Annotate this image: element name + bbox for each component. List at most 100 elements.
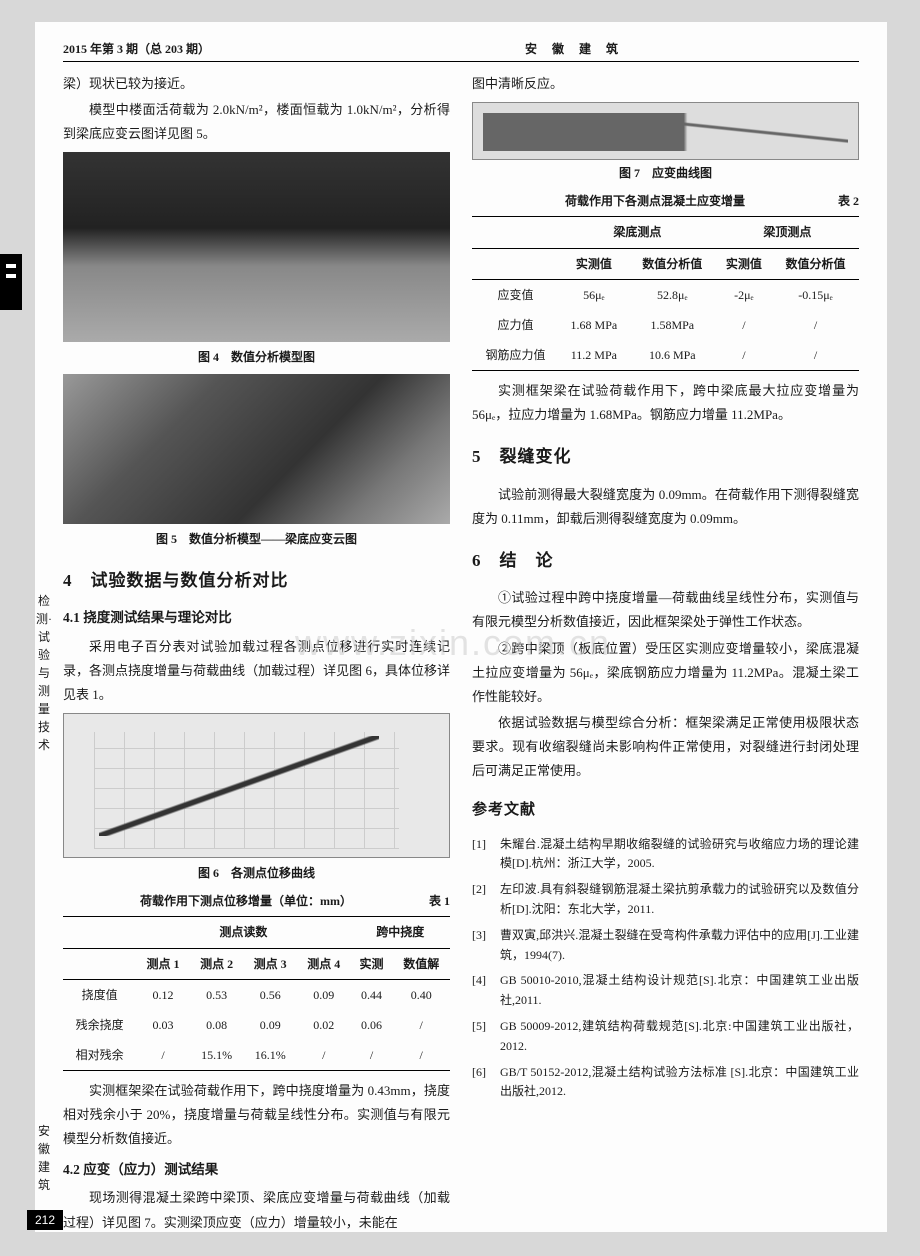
- table-row: 测点 1 测点 2 测点 3 测点 4 实测 数值解: [63, 948, 450, 979]
- td: 0.09: [297, 979, 351, 1010]
- th: 实测值: [716, 248, 772, 279]
- td: 0.09: [243, 1010, 297, 1040]
- section-4-heading: 4 试验数据与数值分析对比: [63, 565, 450, 596]
- table-row: 钢筋应力值 11.2 MPa 10.6 MPa / /: [472, 340, 859, 371]
- th: 实测值: [559, 248, 629, 279]
- journal-name: 安 徽 建 筑: [525, 40, 624, 57]
- td: 残余挠度: [63, 1010, 136, 1040]
- figure-4: [63, 152, 450, 342]
- section-4-2-heading: 4.2 应变（应力）测试结果: [63, 1158, 450, 1183]
- para: ②跨中梁顶（板底位置）受压区实测应变增量较小，梁底混凝土拉应变增量为 56μₑ，…: [472, 637, 859, 709]
- reference-num: [1]: [472, 835, 500, 875]
- th: 数值解: [392, 948, 450, 979]
- td: /: [716, 310, 772, 340]
- figure-6-caption: 图 6 各测点位移曲线: [63, 862, 450, 884]
- references-list: [1] 朱耀台.混凝土结构早期收缩裂缝的试验研究与收缩应力场的理论建模[D].杭…: [472, 835, 859, 1103]
- figure-6: [63, 713, 450, 858]
- table-row: 梁底测点 梁顶测点: [472, 217, 859, 248]
- chart-line: [99, 736, 379, 836]
- th: 数值分析值: [772, 248, 859, 279]
- reference-num: [6]: [472, 1063, 500, 1103]
- table-2-number: 表 2: [838, 190, 859, 212]
- td: 0.44: [351, 979, 393, 1010]
- td: -2μₑ: [716, 279, 772, 310]
- edge-marker: [0, 254, 22, 310]
- section-6-heading: 6 结 论: [472, 545, 859, 576]
- para: 图中清晰反应。: [472, 72, 859, 96]
- td: /: [351, 1040, 393, 1071]
- td: 16.1%: [243, 1040, 297, 1071]
- td: /: [136, 1040, 190, 1071]
- td: 钢筋应力值: [472, 340, 559, 371]
- td: 相对残余: [63, 1040, 136, 1071]
- reference-item: [6] GB/T 50152-2012,混凝土结构试验方法标准 [S].北京：中…: [472, 1063, 859, 1103]
- th: 数值分析值: [629, 248, 716, 279]
- td: 52.8μₑ: [629, 279, 716, 310]
- reference-num: [3]: [472, 926, 500, 966]
- td: 56μₑ: [559, 279, 629, 310]
- page-number: 212: [27, 1210, 63, 1230]
- table-row: 应力值 1.68 MPa 1.58MPa / /: [472, 310, 859, 340]
- td: 0.53: [190, 979, 244, 1010]
- left-column: 梁）现状已较为接近。 模型中楼面活荷载为 2.0kN/m²，楼面恒载为 1.0k…: [63, 72, 450, 1237]
- td: 0.06: [351, 1010, 393, 1040]
- para: 现场测得混凝土梁跨中梁顶、梁底应变增量与荷载曲线（加载过程）详见图 7。实测梁顶…: [63, 1186, 450, 1234]
- td: /: [716, 340, 772, 371]
- reference-text: GB 50009-2012,建筑结构荷载规范[S].北京:中国建筑工业出版社，2…: [500, 1017, 859, 1057]
- reference-item: [1] 朱耀台.混凝土结构早期收缩裂缝的试验研究与收缩应力场的理论建模[D].杭…: [472, 835, 859, 875]
- sidebar-category: 检测·试验与测量技术: [35, 592, 53, 754]
- header-spacer: [799, 40, 859, 57]
- table-row: 残余挠度 0.03 0.08 0.09 0.02 0.06 /: [63, 1010, 450, 1040]
- td: 0.03: [136, 1010, 190, 1040]
- figure-4-caption: 图 4 数值分析模型图: [63, 346, 450, 368]
- reference-item: [3] 曹双寅,邱洪兴.混凝土裂缝在受弯构件承载力评估中的应用[J].工业建筑，…: [472, 926, 859, 966]
- td: 0.08: [190, 1010, 244, 1040]
- td: 0.12: [136, 979, 190, 1010]
- td: 10.6 MPa: [629, 340, 716, 371]
- th: [472, 248, 559, 279]
- td: 0.02: [297, 1010, 351, 1040]
- figure-5: [63, 374, 450, 524]
- col-group: 梁底测点: [559, 217, 716, 248]
- td: /: [297, 1040, 351, 1071]
- chart-line: [483, 113, 848, 151]
- td: 1.68 MPa: [559, 310, 629, 340]
- table-row: 相对残余 / 15.1% 16.1% / / /: [63, 1040, 450, 1071]
- para: ①试验过程中跨中挠度增量—荷载曲线呈线性分布，实测值与有限元模型分析数值接近，因…: [472, 586, 859, 634]
- table-1-title: 荷载作用下测点位移增量（单位：mm） 表 1: [63, 890, 450, 912]
- col-group: 跨中挠度: [351, 917, 450, 948]
- td: 挠度值: [63, 979, 136, 1010]
- th: 测点 3: [243, 948, 297, 979]
- th: 测点 4: [297, 948, 351, 979]
- para: 模型中楼面活荷载为 2.0kN/m²，楼面恒载为 1.0kN/m²，分析得到梁底…: [63, 98, 450, 146]
- td: /: [772, 340, 859, 371]
- td: 应力值: [472, 310, 559, 340]
- reference-item: [2] 左印波.具有斜裂缝钢筋混凝土梁抗剪承载力的试验研究以及数值分析[D].沈…: [472, 880, 859, 920]
- td: 11.2 MPa: [559, 340, 629, 371]
- td: /: [392, 1010, 450, 1040]
- col-group: 测点读数: [136, 917, 350, 948]
- sidebar-journal: 安徽建筑: [35, 1122, 53, 1194]
- table-1-number: 表 1: [429, 890, 450, 912]
- reference-num: [5]: [472, 1017, 500, 1057]
- para: 试验前测得最大裂缝宽度为 0.09mm。在荷载作用下测得裂缝宽度为 0.11mm…: [472, 483, 859, 531]
- td: -0.15μₑ: [772, 279, 859, 310]
- th: 测点 2: [190, 948, 244, 979]
- para: 依据试验数据与模型综合分析：框架梁满足正常使用极限状态要求。现有收缩裂缝尚未影响…: [472, 711, 859, 783]
- table-2-title-text: 荷载作用下各测点混凝土应变增量: [565, 194, 745, 208]
- reference-text: 左印波.具有斜裂缝钢筋混凝土梁抗剪承载力的试验研究以及数值分析[D].沈阳：东北…: [500, 880, 859, 920]
- para: 实测框架梁在试验荷载作用下，跨中挠度增量为 0.43mm，挠度相对残余小于 20…: [63, 1079, 450, 1151]
- para: 采用电子百分表对试验加载过程各测点位移进行实时连续记录，各测点挠度增量与荷载曲线…: [63, 635, 450, 707]
- references-heading: 参考文献: [472, 797, 859, 825]
- td: /: [392, 1040, 450, 1071]
- col-group: 梁顶测点: [716, 217, 859, 248]
- table-row: 应变值 56μₑ 52.8μₑ -2μₑ -0.15μₑ: [472, 279, 859, 310]
- th: 测点 1: [136, 948, 190, 979]
- table-1: 测点读数 跨中挠度 测点 1 测点 2 测点 3 测点 4 实测 数值解 挠度值…: [63, 916, 450, 1071]
- reference-num: [4]: [472, 971, 500, 1011]
- reference-num: [2]: [472, 880, 500, 920]
- reference-text: GB 50010-2010,混凝土结构设计规范[S].北京：中国建筑工业出版社,…: [500, 971, 859, 1011]
- page-header: 2015 年第 3 期（总 203 期） 安 徽 建 筑: [63, 40, 859, 62]
- table-2-title: 荷载作用下各测点混凝土应变增量 表 2: [472, 190, 859, 212]
- table-row: 测点读数 跨中挠度: [63, 917, 450, 948]
